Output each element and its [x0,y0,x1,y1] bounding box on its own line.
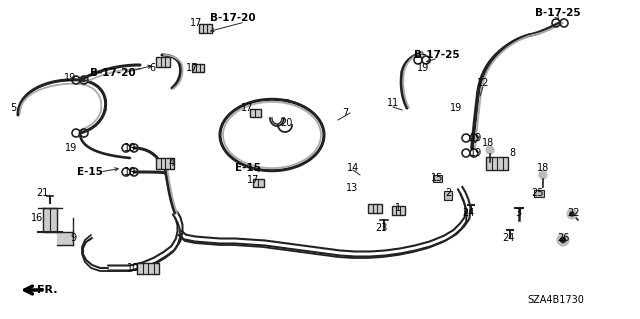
Bar [433,175,442,182]
Text: B-17-25: B-17-25 [414,50,460,60]
Text: 19: 19 [124,143,136,153]
Bar [198,24,211,33]
Text: 9: 9 [70,233,76,243]
Text: 4: 4 [169,158,175,168]
Text: 19: 19 [65,143,77,153]
Bar [137,263,159,273]
Text: 17: 17 [241,103,253,113]
Text: 25: 25 [532,188,544,198]
Text: 24: 24 [462,208,474,218]
Circle shape [561,238,566,242]
Bar [392,205,404,214]
Text: 7: 7 [342,108,348,118]
Bar [486,157,508,169]
Polygon shape [57,232,73,245]
Text: 18: 18 [537,163,549,173]
Text: 15: 15 [431,173,443,183]
Text: 14: 14 [347,163,359,173]
Bar [444,191,452,200]
Bar [534,190,544,197]
Text: 19: 19 [470,133,482,143]
Text: 11: 11 [387,98,399,108]
Text: 18: 18 [482,138,494,148]
Text: 5: 5 [10,103,16,113]
Text: B-17-25: B-17-25 [535,8,581,18]
Text: 19: 19 [64,73,76,83]
Text: 19: 19 [470,148,482,158]
Bar [192,64,204,72]
Polygon shape [43,208,57,232]
Text: E-15: E-15 [77,167,103,177]
Circle shape [557,234,569,246]
Text: 17: 17 [190,18,202,28]
Text: 22: 22 [567,208,579,218]
Text: 21: 21 [36,188,48,198]
Text: 1: 1 [395,203,401,213]
Text: 17: 17 [186,63,198,73]
Text: 6: 6 [149,63,155,73]
Text: FR.: FR. [36,285,57,295]
Circle shape [539,171,547,179]
Text: 10: 10 [127,263,139,273]
Circle shape [567,209,577,219]
Text: 12: 12 [477,78,489,88]
Text: 26: 26 [557,233,569,243]
Bar [156,57,170,67]
Text: 20: 20 [280,118,292,128]
Text: 24: 24 [502,233,514,243]
Text: 19: 19 [124,167,136,177]
Text: 19: 19 [417,63,429,73]
Circle shape [486,146,494,154]
Text: B-17-20: B-17-20 [90,68,136,78]
Bar [253,179,264,187]
Text: 13: 13 [346,183,358,193]
Bar [156,158,174,168]
Text: 17: 17 [247,175,259,185]
Text: 3: 3 [515,208,521,218]
Text: 2: 2 [445,188,451,198]
Text: 23: 23 [375,223,387,233]
Text: 19: 19 [450,103,462,113]
Text: E-15: E-15 [235,163,261,173]
Text: 16: 16 [31,213,43,223]
Text: SZA4B1730: SZA4B1730 [527,295,584,305]
Bar [250,109,260,117]
Text: 8: 8 [509,148,515,158]
Circle shape [570,212,574,216]
Bar [368,204,382,212]
Text: B-17-20: B-17-20 [210,13,256,23]
